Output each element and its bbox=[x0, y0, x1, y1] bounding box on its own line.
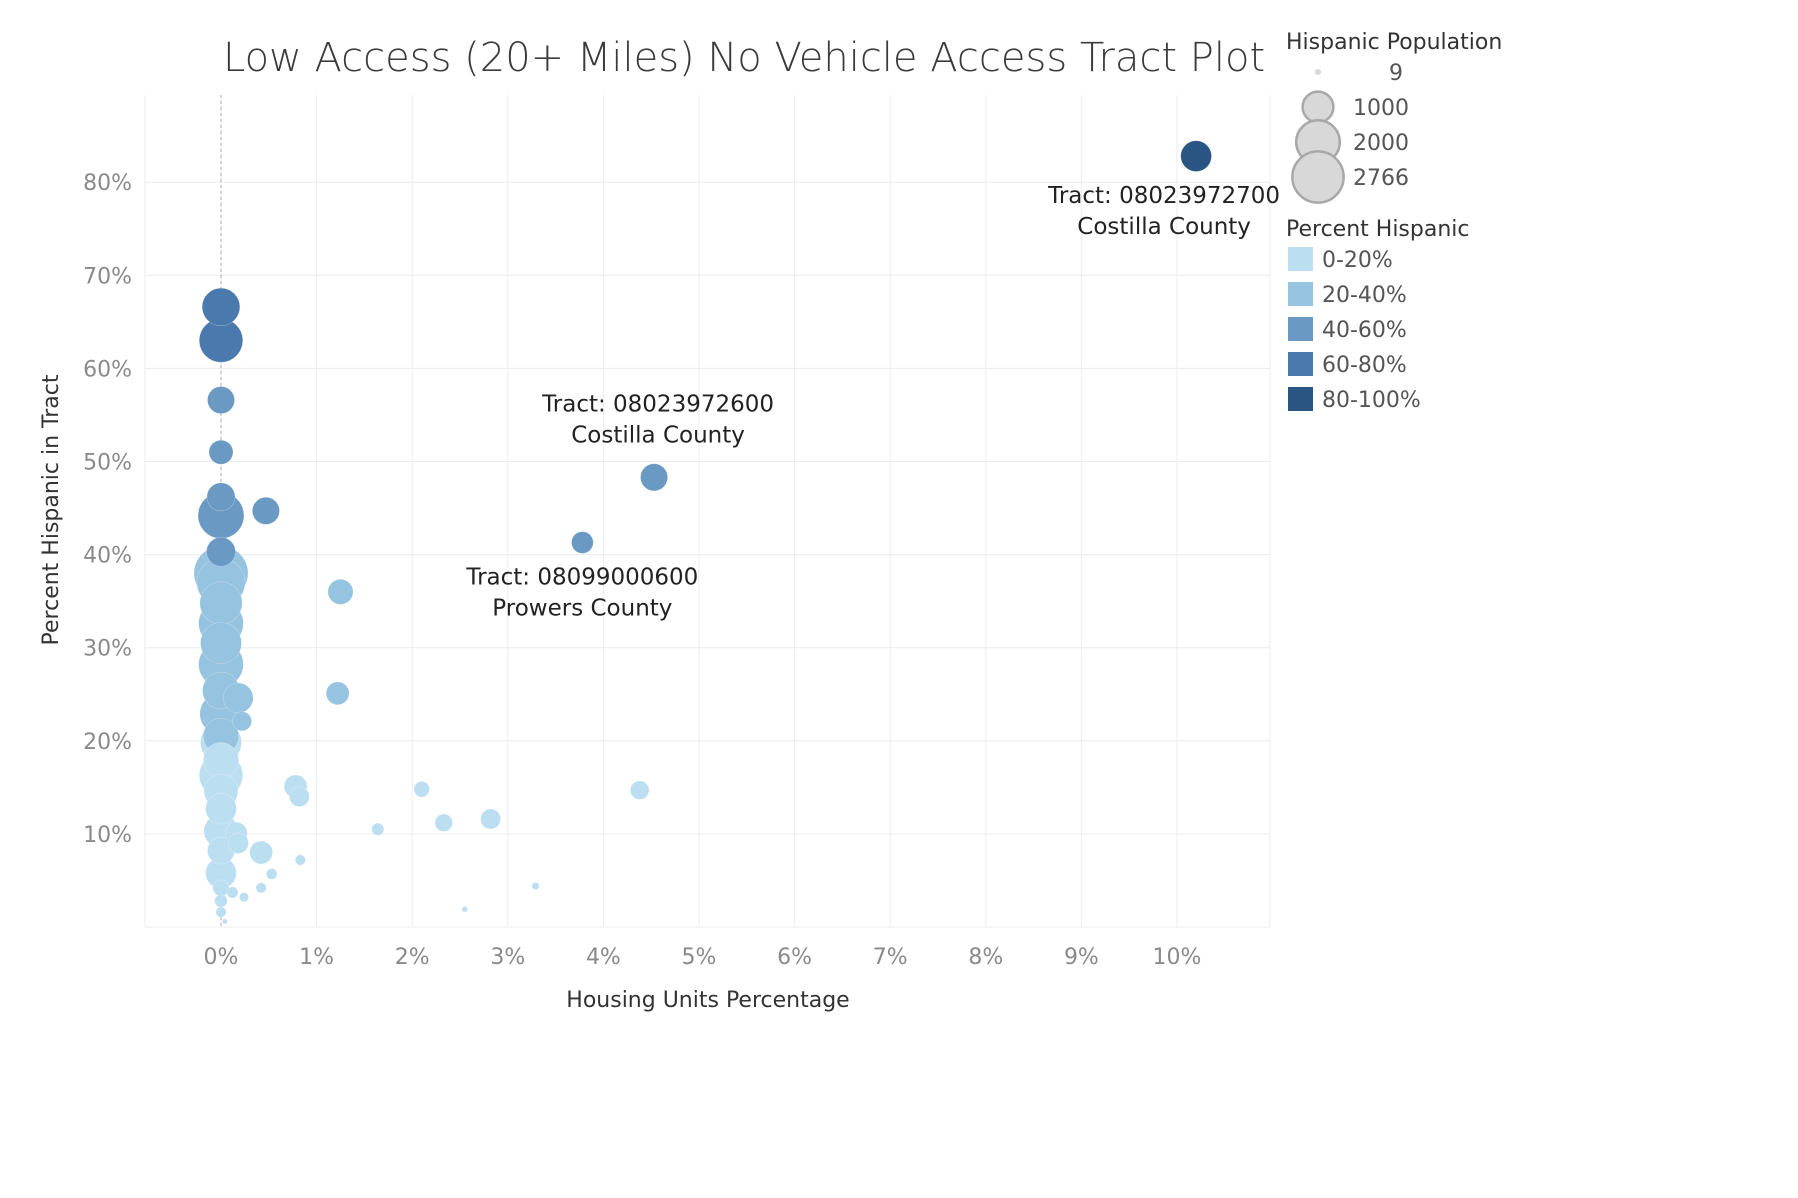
color-legend-label: 20-40% bbox=[1322, 283, 1407, 308]
y-axis-label: Percent Hispanic in Tract bbox=[39, 374, 64, 645]
color-legend: Percent Hispanic 0-20% 20-40% 40-60% 60-80%… bbox=[1286, 217, 1470, 413]
data-point bbox=[480, 808, 501, 830]
annotation-tract: Tract: 08099000600 bbox=[465, 564, 698, 590]
annotations: Tract: 08023972700 Costilla County Tract: … bbox=[465, 183, 1280, 621]
data-point bbox=[434, 813, 453, 832]
data-point bbox=[199, 581, 243, 625]
grid bbox=[144, 95, 1271, 928]
data-point bbox=[571, 531, 594, 554]
data-point bbox=[202, 742, 240, 779]
data-point bbox=[208, 439, 234, 465]
x-axis-label: Housing Units Percentage bbox=[566, 988, 849, 1013]
color-legend-label: 40-60% bbox=[1322, 318, 1407, 343]
data-point bbox=[205, 793, 237, 825]
x-tick-label: 4% bbox=[586, 945, 621, 970]
x-tick-label: 5% bbox=[682, 945, 717, 970]
size-legend-label: 1000 bbox=[1353, 96, 1409, 121]
data-point bbox=[327, 578, 354, 605]
x-tick-label: 2% bbox=[395, 945, 430, 970]
data-point bbox=[252, 496, 280, 525]
y-axis-ticks: 10% 20% 30% 40% 50% 60% 70% 80% bbox=[83, 171, 132, 848]
chart-title: Low Access (20+ Miles) No Vehicle Access… bbox=[223, 35, 1265, 81]
size-legend-circle bbox=[1315, 69, 1321, 75]
annotation-county: Costilla County bbox=[1077, 214, 1251, 240]
x-tick-label: 6% bbox=[777, 945, 812, 970]
color-legend-swatch bbox=[1288, 282, 1313, 306]
data-point bbox=[206, 536, 236, 567]
data-point bbox=[531, 882, 540, 890]
data-point bbox=[207, 386, 235, 414]
y-tick-label: 40% bbox=[83, 544, 132, 569]
y-tick-label: 70% bbox=[83, 264, 132, 289]
y-tick-label: 50% bbox=[83, 451, 132, 476]
annotation-county: Costilla County bbox=[571, 422, 745, 448]
x-tick-label: 0% bbox=[204, 945, 239, 970]
data-point bbox=[289, 786, 310, 807]
size-legend-circle bbox=[1301, 90, 1335, 124]
y-tick-label: 10% bbox=[83, 823, 132, 848]
x-axis-ticks: 0% 1% 2% 3% 4% 5% 6% 7% 8% 9% 10% bbox=[204, 945, 1202, 970]
x-tick-label: 9% bbox=[1064, 945, 1099, 970]
data-point bbox=[325, 681, 350, 706]
data-points bbox=[193, 140, 1212, 925]
data-point bbox=[232, 711, 252, 732]
color-legend-label: 80-100% bbox=[1322, 388, 1421, 413]
data-point bbox=[249, 840, 273, 865]
data-point bbox=[1180, 140, 1212, 172]
color-legend-label: 60-80% bbox=[1322, 353, 1407, 378]
data-point bbox=[200, 622, 242, 664]
size-legend-label: 9 bbox=[1389, 61, 1403, 86]
data-point bbox=[201, 287, 241, 327]
annotation-tract: Tract: 08023972700 bbox=[1047, 183, 1280, 209]
data-point bbox=[222, 918, 228, 925]
y-tick-label: 60% bbox=[83, 357, 132, 382]
x-tick-label: 10% bbox=[1153, 945, 1202, 970]
data-point bbox=[413, 781, 430, 798]
data-point bbox=[371, 822, 385, 836]
x-tick-label: 3% bbox=[490, 945, 525, 970]
color-legend-label: 0-20% bbox=[1322, 248, 1393, 273]
size-legend: Hispanic Population 9 1000 2000 2766 bbox=[1286, 30, 1502, 204]
x-tick-label: 1% bbox=[299, 945, 334, 970]
size-legend-title: Hispanic Population bbox=[1286, 30, 1502, 55]
annotation-tract: Tract: 08023972600 bbox=[541, 391, 774, 417]
x-tick-label: 8% bbox=[968, 945, 1003, 970]
data-point bbox=[226, 886, 239, 899]
data-point bbox=[265, 868, 278, 880]
data-point bbox=[222, 682, 254, 714]
data-point bbox=[206, 482, 236, 512]
color-legend-title: Percent Hispanic bbox=[1286, 217, 1470, 242]
data-point bbox=[255, 882, 267, 894]
data-point bbox=[630, 780, 650, 800]
data-point bbox=[294, 854, 306, 866]
data-point bbox=[227, 832, 249, 854]
data-point bbox=[640, 463, 668, 492]
data-point bbox=[215, 906, 227, 918]
y-tick-label: 30% bbox=[83, 637, 132, 662]
size-legend-circle bbox=[1291, 150, 1345, 204]
color-legend-swatch bbox=[1288, 352, 1313, 376]
y-tick-label: 20% bbox=[83, 730, 132, 755]
data-point bbox=[239, 892, 249, 903]
x-tick-label: 7% bbox=[873, 945, 908, 970]
annotation-county: Prowers County bbox=[492, 595, 672, 621]
color-legend-swatch bbox=[1288, 387, 1313, 411]
color-legend-swatch bbox=[1288, 317, 1313, 341]
color-legend-swatch bbox=[1288, 247, 1313, 271]
size-legend-label: 2000 bbox=[1353, 131, 1409, 156]
y-tick-label: 80% bbox=[83, 171, 132, 196]
data-point bbox=[461, 906, 468, 913]
data-point bbox=[214, 894, 228, 908]
size-legend-label: 2766 bbox=[1353, 166, 1409, 191]
